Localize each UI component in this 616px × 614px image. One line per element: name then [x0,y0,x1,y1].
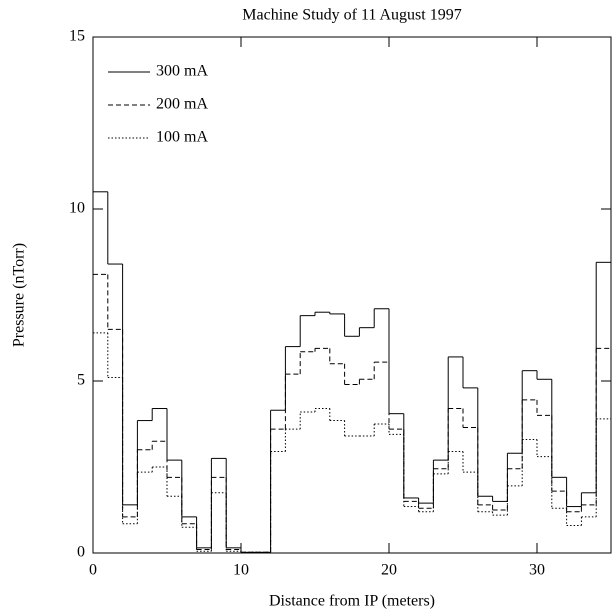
plot-frame [92,36,612,554]
legend-label: 300 mA [156,63,208,80]
legend-label: 200 mA [156,96,208,113]
y-tick-label: 5 [77,372,85,389]
x-tick-label: 0 [89,562,97,579]
y-tick-label: 10 [69,200,85,217]
legend-label: 100 mA [156,129,208,146]
x-tick-label: 30 [529,562,545,579]
x-tick-label: 10 [233,562,249,579]
y-tick-label: 0 [77,544,85,561]
x-tick-label: 20 [381,562,397,579]
x-axis-label: Distance from IP (meters) [269,593,435,610]
y-axis-label: Pressure (nTorr) [11,243,28,347]
chart-title: Machine Study of 11 August 1997 [242,7,461,24]
y-tick-label: 15 [69,28,85,45]
